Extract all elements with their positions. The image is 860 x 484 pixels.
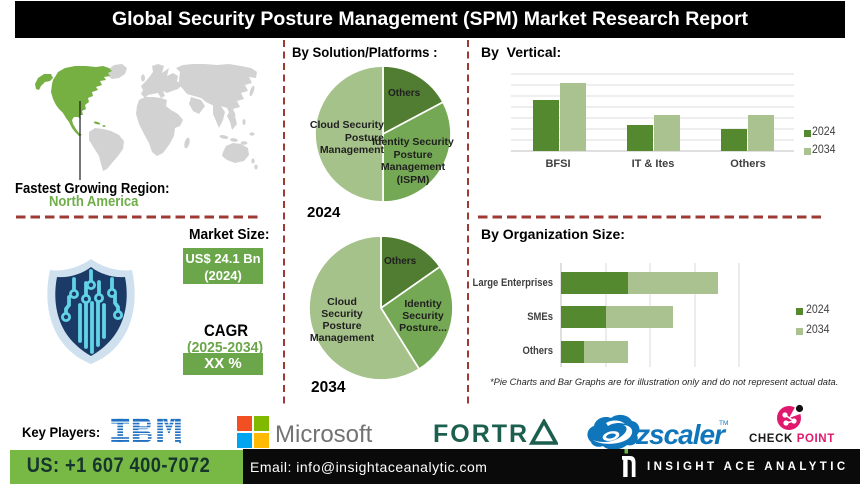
svg-text:zscaler: zscaler [635,419,727,450]
svg-text:CHECK POINT: CHECK POINT [749,433,835,445]
svg-text:Microsoft: Microsoft [275,421,373,448]
svg-text:TM: TM [719,420,728,427]
svg-text:FORTR: FORTR [433,420,529,446]
